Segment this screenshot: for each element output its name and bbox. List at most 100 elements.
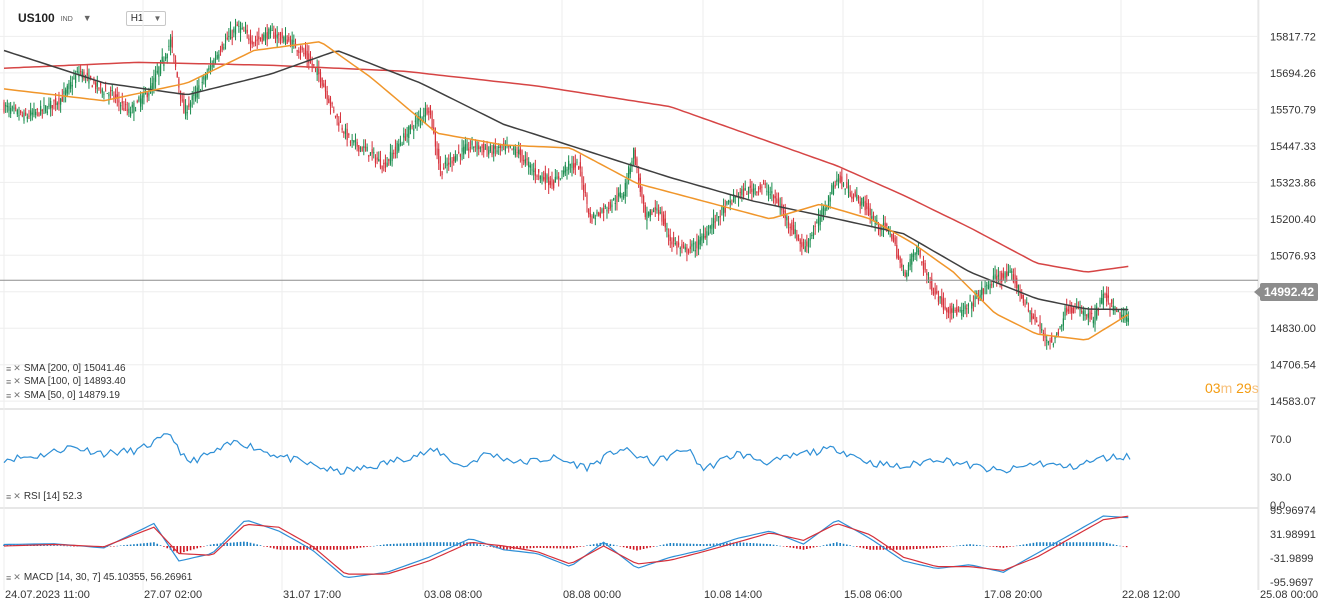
candle-body xyxy=(40,105,42,115)
price-tick-label: 15076.93 xyxy=(1270,250,1316,262)
macd-histogram-bar xyxy=(123,545,125,546)
macd-histogram-bar xyxy=(143,543,145,546)
candle-body xyxy=(729,200,731,204)
candle-body xyxy=(193,93,195,97)
candle-body xyxy=(1024,303,1026,305)
macd-histogram-bar xyxy=(226,542,229,546)
macd-histogram-bar xyxy=(932,546,935,549)
macd-histogram-bar xyxy=(399,543,402,546)
candle-body xyxy=(103,93,105,95)
menu-icon[interactable]: ≡ xyxy=(6,390,11,401)
candle-body xyxy=(638,173,640,181)
candle-body xyxy=(596,211,598,215)
candle-body xyxy=(1012,274,1015,283)
candle-body xyxy=(476,142,478,150)
macd-histogram-bar xyxy=(602,542,605,546)
macd-histogram-bar xyxy=(203,546,205,547)
candle-body xyxy=(969,300,971,302)
candle-body xyxy=(5,105,7,107)
candle-body xyxy=(834,184,836,187)
candle-body xyxy=(692,243,695,245)
candle-body xyxy=(1021,294,1023,299)
macd-histogram-bar xyxy=(985,546,988,547)
macd-histogram-bar xyxy=(1085,542,1088,546)
candle-body xyxy=(694,250,696,252)
macd-histogram-bar xyxy=(279,546,282,550)
macd-signal-line xyxy=(3,515,1129,575)
candle-body xyxy=(796,234,798,241)
macd-histogram-bar xyxy=(582,546,585,547)
candle-body xyxy=(486,144,488,151)
close-icon[interactable]: ✕ xyxy=(13,572,21,582)
candle-body xyxy=(31,112,33,115)
macd-histogram-bar xyxy=(146,542,149,546)
candle-body xyxy=(618,193,620,197)
candle-body xyxy=(859,201,861,207)
close-icon[interactable]: ✕ xyxy=(13,376,21,386)
candle-body xyxy=(997,274,1000,277)
chevron-down-icon[interactable]: ▼ xyxy=(82,13,92,23)
menu-icon[interactable]: ≡ xyxy=(6,363,11,374)
menu-icon[interactable]: ≡ xyxy=(6,376,11,387)
candle-body xyxy=(979,294,981,300)
macd-histogram-bar xyxy=(53,545,55,546)
candle-body xyxy=(606,210,608,212)
candle-body xyxy=(438,148,440,164)
macd-histogram-bar xyxy=(922,546,925,549)
symbol-name[interactable]: US100 xyxy=(18,11,55,25)
close-icon[interactable]: ✕ xyxy=(13,363,21,373)
menu-icon[interactable]: ≡ xyxy=(6,491,11,502)
candle-body xyxy=(284,35,287,41)
candle-body xyxy=(1014,274,1016,284)
candle-body xyxy=(146,93,148,98)
candle-body xyxy=(911,254,913,265)
sma50-legend: ≡ ✕ SMA [50, 0] 14879.19 xyxy=(6,390,120,401)
candle-body xyxy=(479,147,481,149)
macd-histogram-bar xyxy=(872,546,875,550)
candle-body xyxy=(366,146,368,152)
candle-body xyxy=(576,161,578,163)
candle-body xyxy=(186,112,188,114)
candle-body xyxy=(862,202,865,204)
candle-body xyxy=(593,213,595,219)
candle-body xyxy=(143,91,145,98)
candle-body xyxy=(288,36,290,41)
candle-body xyxy=(561,170,563,172)
macd-histogram-bar xyxy=(502,546,505,550)
candle-body xyxy=(1097,310,1099,312)
close-icon[interactable]: ✕ xyxy=(13,390,21,400)
candle-body xyxy=(448,162,450,165)
candle-body xyxy=(501,146,503,148)
candle-body xyxy=(421,117,423,119)
candle-body xyxy=(128,108,130,114)
candle-body xyxy=(341,127,343,130)
macd-histogram-bar xyxy=(955,545,958,547)
candle-body xyxy=(734,196,736,198)
macd-histogram-bar xyxy=(409,543,412,546)
candle-body xyxy=(38,113,40,117)
timeframe-select[interactable]: H1 ▼ xyxy=(125,10,167,26)
candle-body xyxy=(203,75,205,80)
macd-histogram-bar xyxy=(992,546,995,547)
candle-body xyxy=(248,38,250,41)
candle-body xyxy=(348,134,350,136)
macd-histogram-bar xyxy=(452,542,455,546)
candle-body xyxy=(1112,305,1114,312)
candle-body xyxy=(68,83,70,90)
candle-body xyxy=(574,162,576,168)
candle-body xyxy=(514,149,516,156)
candle-body xyxy=(974,296,976,300)
candle-body xyxy=(857,196,860,198)
macd-histogram-bar xyxy=(639,546,642,550)
close-icon[interactable]: ✕ xyxy=(13,491,21,501)
candle-body xyxy=(889,233,891,235)
candle-body xyxy=(85,75,87,77)
macd-histogram-bar xyxy=(113,546,115,547)
menu-icon[interactable]: ≡ xyxy=(6,572,11,583)
candle-body xyxy=(43,105,45,107)
candle-body xyxy=(551,178,553,186)
candle-body xyxy=(669,236,671,241)
candle-body xyxy=(824,208,826,211)
macd-histogram-bar xyxy=(696,543,698,546)
